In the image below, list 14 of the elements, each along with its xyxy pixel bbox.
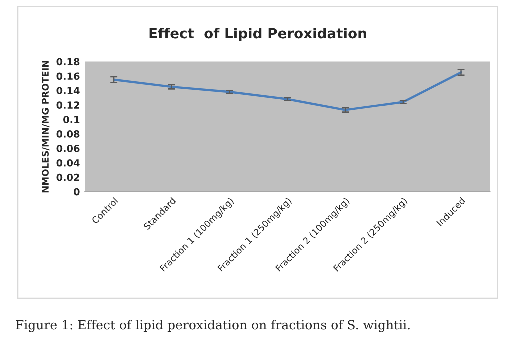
y-tick-label: 0.16 xyxy=(56,72,80,80)
y-tick-label: 0.02 xyxy=(56,174,80,182)
y-tick-label: 0.04 xyxy=(56,159,80,167)
y-tick-label: 0.14 xyxy=(56,87,80,95)
y-tick-label: 0.1 xyxy=(64,116,80,124)
caption: Figure 1: Effect of lipid peroxidation on fractions of S. wightii. xyxy=(16,320,410,332)
line-series xyxy=(112,72,462,112)
y-tick-label: 0.08 xyxy=(56,130,80,138)
chart-title: Effect of Lipid Peroxidation xyxy=(150,28,366,42)
y-tick-label: 0.18 xyxy=(56,58,80,66)
y-tick-label: 0 xyxy=(74,188,80,196)
y-tick-label: 0.12 xyxy=(56,102,80,109)
y-axis-title: NMOLES/MIN/MG PROTEIN xyxy=(42,61,50,193)
y-tick-label: 0.06 xyxy=(56,144,80,152)
